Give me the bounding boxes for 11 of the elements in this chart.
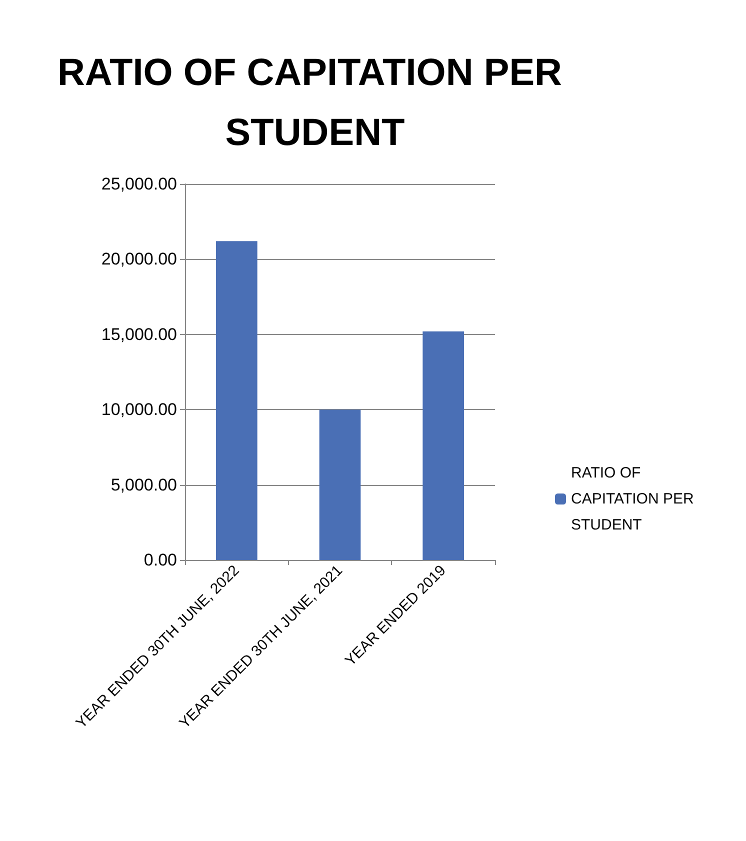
y-tick-label: 5,000.00 <box>110 475 177 494</box>
y-tick-label: 20,000.00 <box>101 250 177 269</box>
bar <box>319 410 361 560</box>
y-tick-label: 25,000.00 <box>101 174 177 194</box>
legend-label: RATIO OF CAPITATION PER STUDENT <box>571 464 694 534</box>
y-tick-label: 10,000.00 <box>101 400 177 420</box>
y-tick-label: 0.00 <box>144 550 177 570</box>
bar <box>216 241 258 560</box>
bar <box>422 331 464 560</box>
y-tick-label: 15,000.00 <box>101 324 177 344</box>
chart-title: RATIO OF CAPITATION PER STUDENT <box>57 52 573 154</box>
